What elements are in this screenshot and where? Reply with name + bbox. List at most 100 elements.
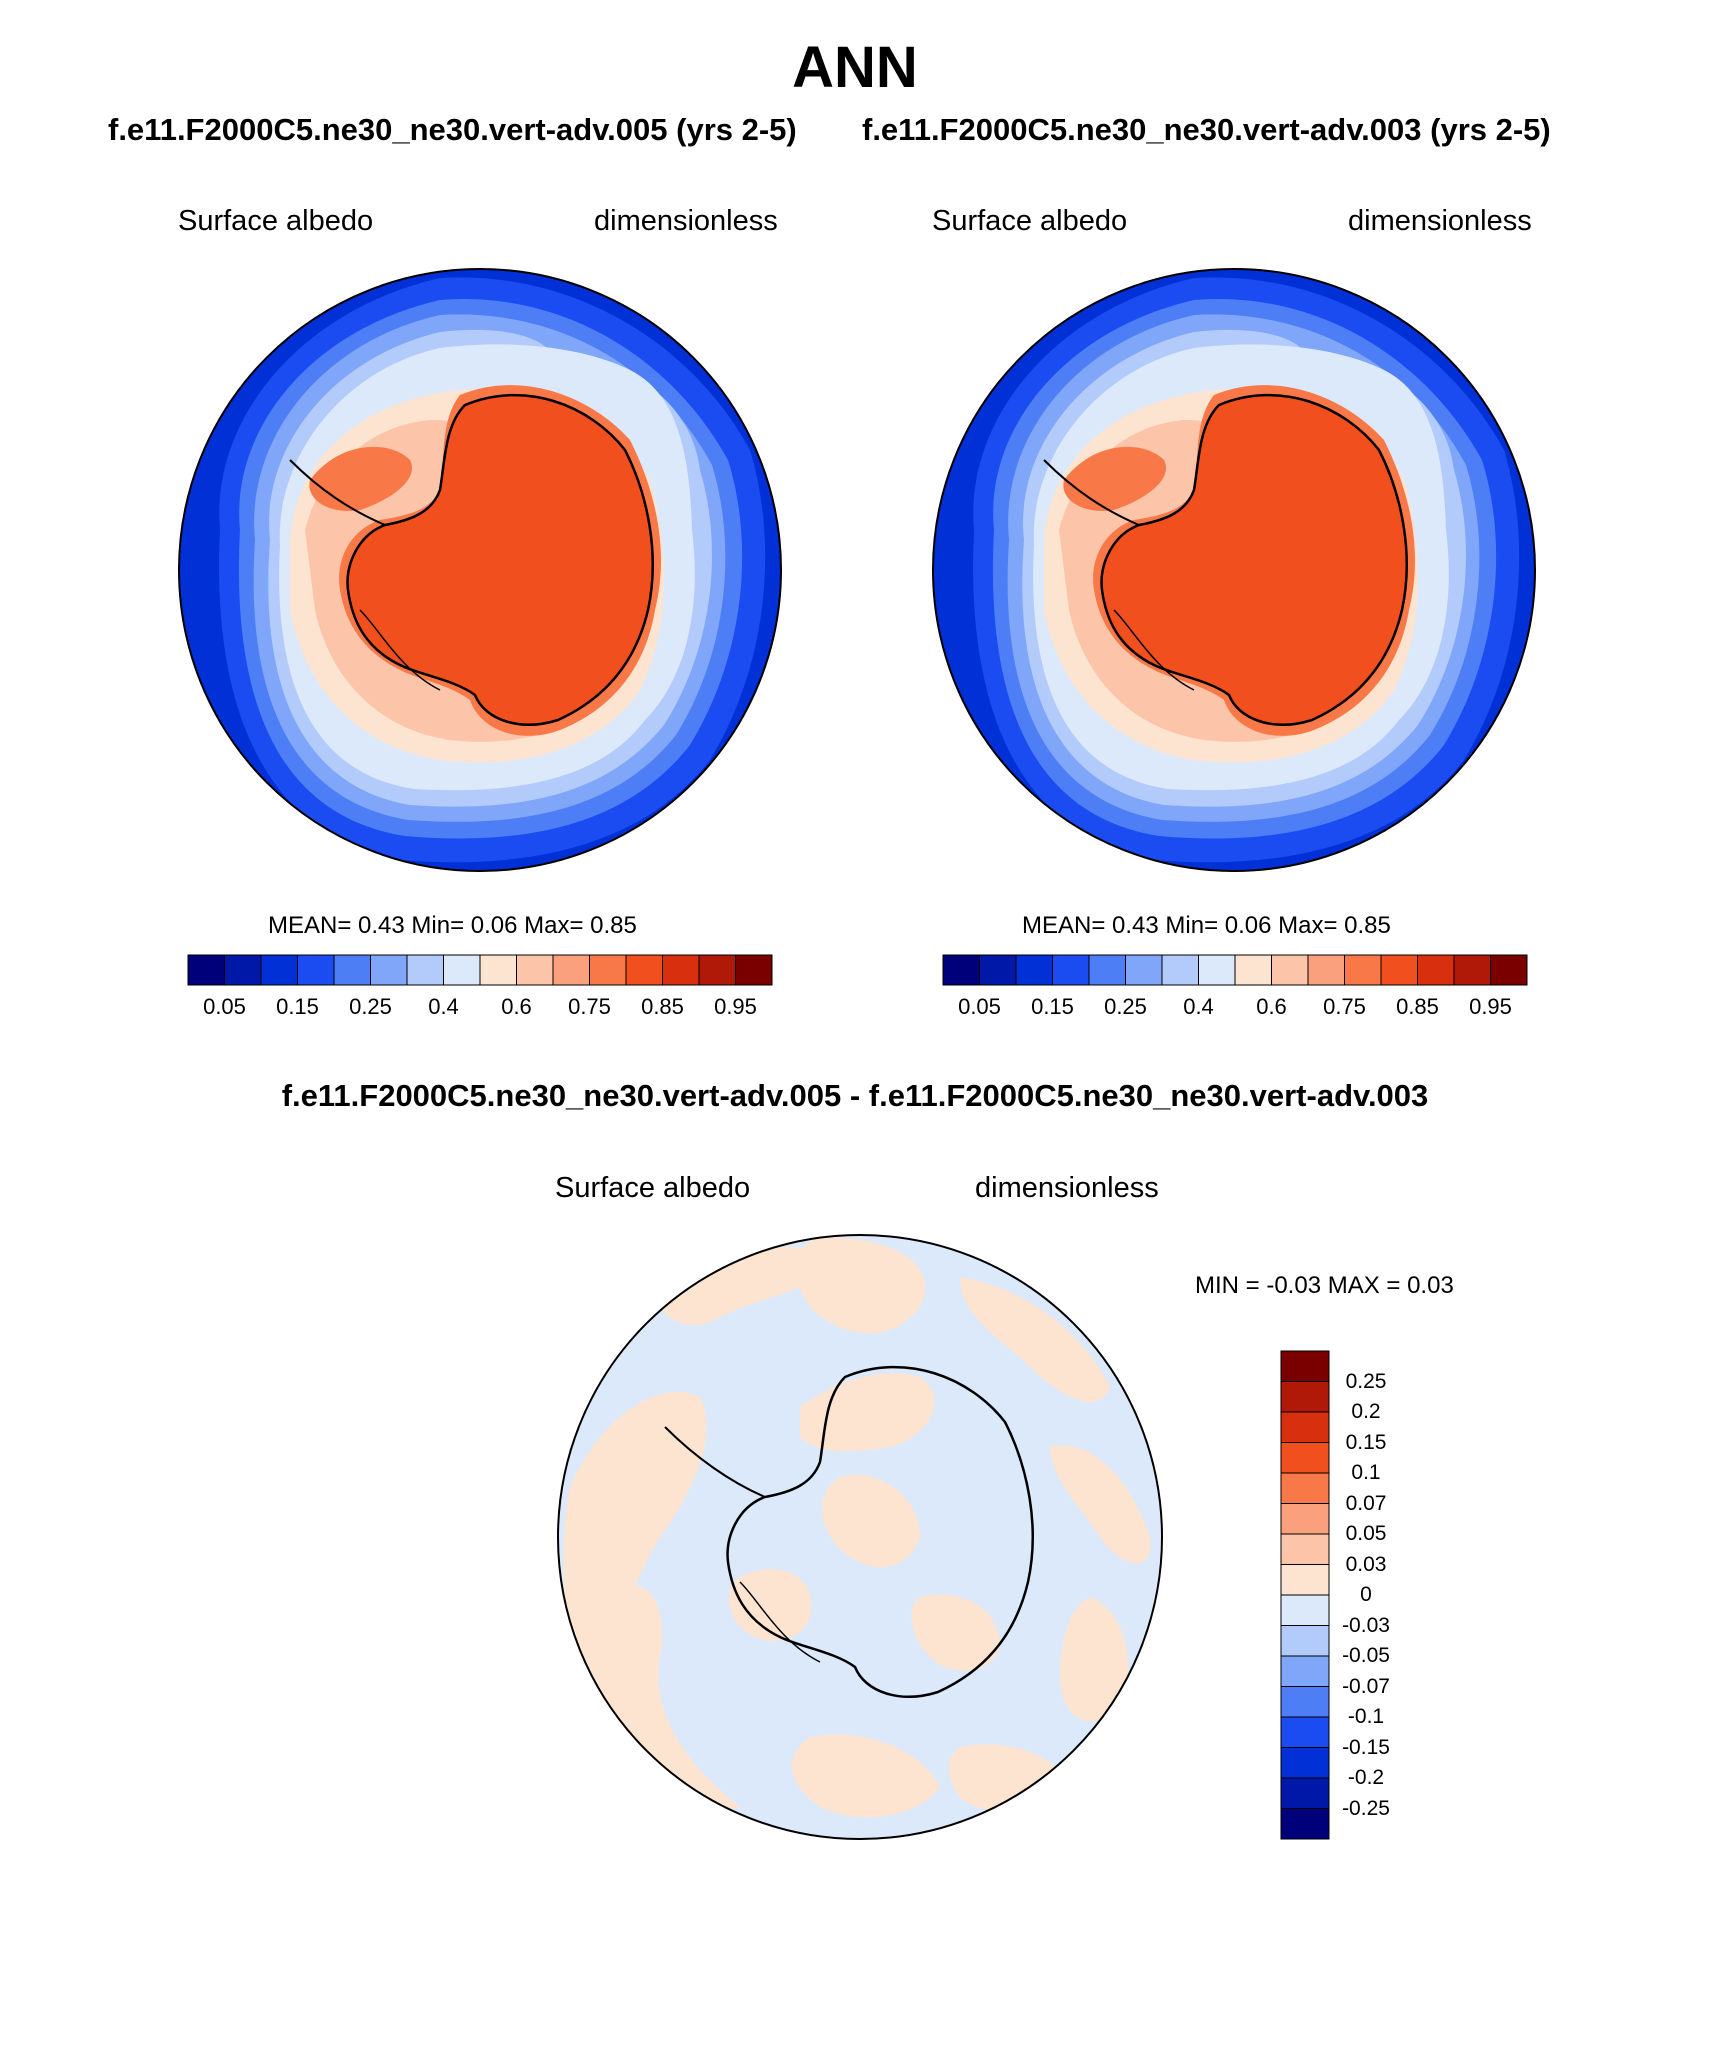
case-title-right: f.e11.F2000C5.ne30_ne30.vert-adv.003 (yr… (862, 112, 1551, 147)
colorbar-swatch (1052, 954, 1090, 986)
colorbar-swatch (1161, 954, 1199, 986)
colorbar-swatch (1088, 954, 1126, 986)
colorbar-tick-label: 0.15 (276, 994, 319, 1019)
variable-label-left: Surface albedo (178, 205, 374, 237)
polar-map-difference (557, 1234, 1163, 1840)
colorbar-right (942, 954, 1528, 986)
stats-left: MEAN= 0.43 Min= 0.06 Max= 0.85 (268, 912, 637, 939)
colorbar-swatch (1280, 1411, 1330, 1443)
colorbar-tick-label: -0.1 (1347, 1705, 1385, 1728)
colorbar-swatch (1198, 954, 1236, 986)
map-border (178, 268, 782, 872)
colorbar-swatch (1280, 1381, 1330, 1413)
colorbar-swatch (370, 954, 408, 986)
colorbar-swatch (1280, 1808, 1330, 1840)
colorbar-swatch (1453, 954, 1491, 986)
colorbar-swatch (698, 954, 736, 986)
units-label-right: dimensionless (1348, 205, 1532, 237)
colorbar-swatch (662, 954, 700, 986)
antarctica-coastline (726, 1365, 1034, 1698)
colorbar-tick-label: 0.25 (349, 994, 392, 1019)
colorbar-swatch (1280, 1747, 1330, 1779)
colorbar-tick-label: 0.4 (428, 994, 459, 1019)
colorbar-left (187, 954, 773, 986)
colorbar-swatch (1280, 1564, 1330, 1596)
stats-diff: MIN = -0.03 MAX = 0.03 (1195, 1272, 1454, 1299)
difference-title: f.e11.F2000C5.ne30_ne30.vert-adv.005 - f… (281, 1078, 1429, 1113)
colorbar-swatch (406, 954, 444, 986)
colorbar-tick-label: 0.2 (1351, 1400, 1381, 1423)
colorbar-tick-label: 0.05 (1345, 1522, 1387, 1545)
colorbar-tick-label: 0.25 (1345, 1369, 1387, 1393)
variable-label-diff: Surface albedo (555, 1172, 751, 1204)
colorbar-swatch (1015, 954, 1053, 986)
colorbar-swatch (552, 954, 590, 986)
units-label-diff: dimensionless (975, 1172, 1159, 1204)
colorbar-swatch (479, 954, 517, 986)
colorbar-swatch (1125, 954, 1163, 986)
colorbar-swatch (1280, 1625, 1330, 1657)
colorbar-tick-label: -0.03 (1342, 1613, 1390, 1637)
case-title-left: f.e11.F2000C5.ne30_ne30.vert-adv.005 (yr… (108, 112, 797, 147)
colorbar-swatch (224, 954, 262, 986)
map-border (557, 1234, 1163, 1840)
colorbar-tick-label: 0.75 (1323, 994, 1366, 1019)
antarctica-coastline (346, 393, 654, 726)
colorbar-swatch (1280, 1442, 1330, 1474)
colorbar-swatch (1280, 1594, 1330, 1626)
colorbar-tick-label: 0.07 (1345, 1491, 1387, 1515)
colorbar-swatch (625, 954, 663, 986)
colorbar-tick-label: 0.05 (203, 994, 246, 1019)
colorbar-swatch (297, 954, 335, 986)
colorbar-swatch (979, 954, 1017, 986)
colorbar-tick-label: 0.03 (1345, 1552, 1387, 1576)
antarctica-coastline (1100, 393, 1408, 726)
colorbar-tick-label: -0.07 (1342, 1674, 1390, 1698)
colorbar-tick-label: 0.25 (1104, 994, 1147, 1019)
colorbar-tick-label: 0.15 (1031, 994, 1074, 1019)
colorbar-tick-label: -0.05 (1342, 1644, 1390, 1667)
colorbar-swatch (443, 954, 481, 986)
colorbar-tick-label: 0.4 (1183, 994, 1214, 1019)
colorbar-tick-label: 0.75 (568, 994, 611, 1019)
colorbar-difference (1280, 1350, 1330, 1840)
colorbar-swatch (1280, 1777, 1330, 1809)
colorbar-swatch (1280, 1472, 1330, 1504)
colorbar-swatch (1380, 954, 1418, 986)
colorbar-swatch (1280, 1503, 1330, 1535)
colorbar-tick-label: -0.15 (1342, 1735, 1390, 1759)
colorbar-tick-label: -0.2 (1347, 1766, 1385, 1789)
colorbar-swatch (1307, 954, 1345, 986)
colorbar-swatch (516, 954, 554, 986)
colorbar-swatch (735, 954, 773, 986)
colorbar-swatch (1280, 1533, 1330, 1565)
colorbar-tick-label: 0.85 (641, 994, 684, 1019)
colorbar-swatch (1280, 1350, 1330, 1382)
polar-map-right (932, 268, 1536, 872)
colorbar-tick-label: 0.1 (1351, 1461, 1381, 1484)
colorbar-tick-label: 0 (1360, 1583, 1372, 1606)
colorbar-swatch (1490, 954, 1528, 986)
colorbar-swatch (1344, 954, 1382, 986)
stats-right: MEAN= 0.43 Min= 0.06 Max= 0.85 (1022, 912, 1391, 939)
units-label-left: dimensionless (594, 205, 778, 237)
polar-map-left (178, 268, 782, 872)
map-border (932, 268, 1536, 872)
colorbar-swatch (1234, 954, 1272, 986)
colorbar-tick-label: -0.25 (1342, 1796, 1390, 1820)
colorbar-swatch (1280, 1686, 1330, 1718)
colorbar-swatch (942, 954, 980, 986)
colorbar-tick-label: 0.6 (501, 994, 532, 1019)
colorbar-swatch (1280, 1716, 1330, 1748)
colorbar-tick-label: 0.95 (714, 994, 757, 1019)
colorbar-tick-label: 0.85 (1396, 994, 1439, 1019)
colorbar-tick-label: 0.05 (958, 994, 1001, 1019)
colorbar-swatch (589, 954, 627, 986)
colorbar-swatch (187, 954, 225, 986)
colorbar-swatch (333, 954, 371, 986)
colorbar-swatch (260, 954, 298, 986)
colorbar-tick-label: 0.95 (1469, 994, 1512, 1019)
variable-label-right: Surface albedo (932, 205, 1128, 237)
main-title: ANN (792, 35, 918, 100)
colorbar-tick-label: 0.6 (1256, 994, 1287, 1019)
